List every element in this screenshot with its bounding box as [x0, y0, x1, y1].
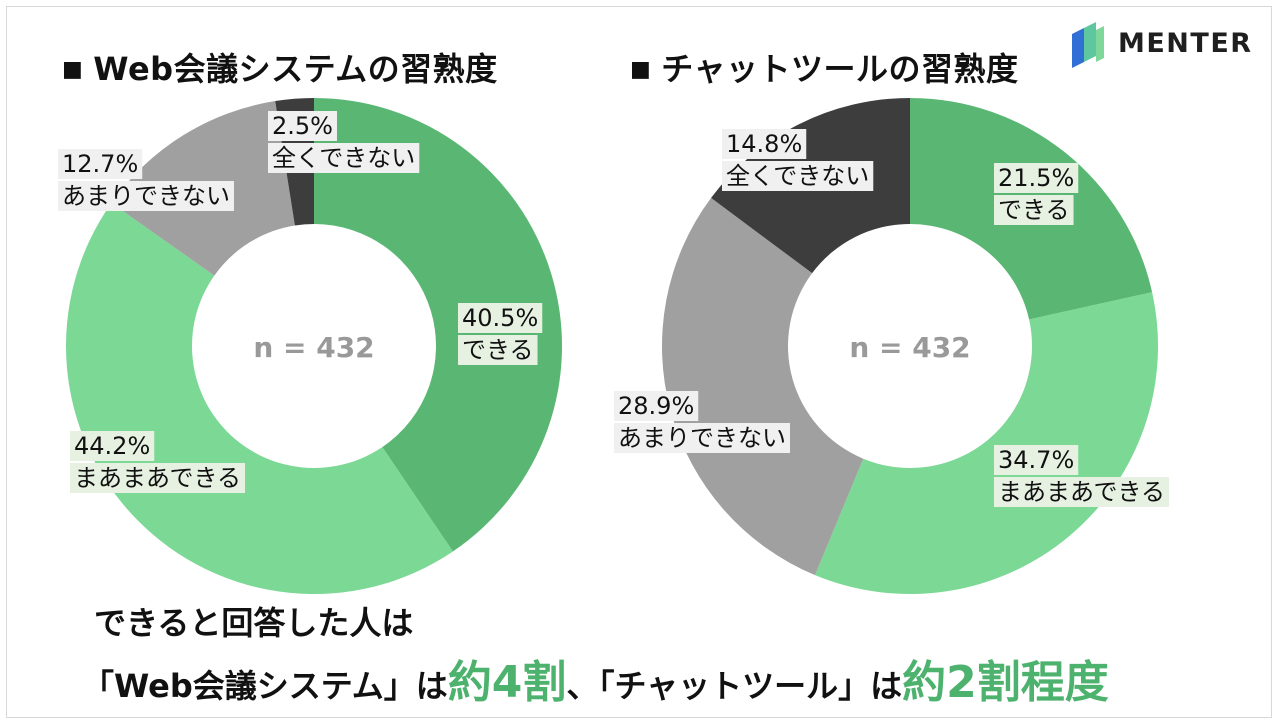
- slice-pct-1-0: 21.5%: [998, 164, 1074, 192]
- donut-chart-web-meeting: n = 432 40.5% できる 44.2% まあまあできる 12.7% あまりできない 2…: [58, 98, 562, 595]
- conclusion-part2: 、「チャットツール」は: [566, 667, 903, 705]
- chart-title-web-meeting: ■ Web会議システムの習熟度: [62, 44, 498, 90]
- conclusion-highlight-chat: 約2割程度: [902, 657, 1109, 708]
- slice-pct-0-1: 44.2%: [74, 432, 150, 460]
- slice-label-0-3: 2.5% 全くできない: [268, 111, 420, 173]
- slice-label-bg-0-3-0: [268, 111, 337, 141]
- menter-logo-text: MENTER: [1118, 28, 1253, 59]
- chart-title-web-meeting-text: Web会議システムの習熟度: [93, 50, 498, 88]
- slice-label-0-2: 12.7% あまりできない: [58, 149, 234, 211]
- slice-label-bg-0-2-1: [58, 181, 234, 211]
- slice-label-1-1: 34.7% まあまあできる: [994, 445, 1170, 507]
- donut-slice-1-1: [815, 292, 1159, 594]
- slice-label-bg-0-0-1: [458, 335, 538, 365]
- slice-label-0-1: 44.2% まあまあできる: [70, 431, 246, 493]
- slice-label-bg-1-3-0: [722, 129, 807, 159]
- slice-pct-1-2: 28.9%: [618, 392, 694, 420]
- slice-label-bg-1-2-0: [614, 391, 699, 421]
- slice-label-bg-0-1-1: [70, 463, 246, 493]
- slice-label-bg-1-0-1: [994, 195, 1074, 225]
- menter-logo-icon: [1072, 22, 1104, 68]
- slice-name-1-0: できる: [998, 196, 1070, 224]
- chart-title-chat-tool: ■ チャットツールの習熟度: [630, 44, 1018, 90]
- slice-name-1-2: あまりできない: [618, 424, 786, 452]
- conclusion-part1: 「Web会議システム」は: [82, 667, 448, 705]
- slice-label-bg-1-2-1: [614, 423, 790, 453]
- title-bullet: ■: [62, 57, 84, 82]
- slice-label-bg-1-3-1: [722, 161, 874, 191]
- chart-title-chat-tool-text: チャットツールの習熟度: [661, 50, 1019, 88]
- title-bullet: ■: [630, 57, 652, 82]
- donut-chart-chat-tool: n = 432 21.5% できる 34.7% まあまあできる 28.9% あまりできない 1…: [614, 98, 1170, 594]
- slice-name-1-3: 全くできない: [726, 162, 869, 190]
- donut-center-label-1: n = 432: [849, 331, 970, 364]
- donut-center-label-0: n = 432: [253, 331, 374, 364]
- conclusion-line2: 「Web会議システム」は約4割、「チャットツール」は約2割程度: [82, 646, 1109, 710]
- donut-slice-1-2: [661, 197, 864, 576]
- slice-name-1-1: まあまあできる: [998, 478, 1165, 506]
- donut-slice-0-1: [65, 202, 453, 595]
- slice-pct-0-3: 2.5%: [272, 112, 333, 140]
- slice-label-bg-1-1-0: [994, 445, 1079, 475]
- slice-name-0-1: まあまあできる: [74, 464, 241, 492]
- slice-label-bg-0-2-0: [58, 149, 143, 179]
- conclusion-line1: できると回答した人は: [94, 604, 414, 642]
- slice-label-1-3: 14.8% 全くできない: [722, 129, 874, 191]
- slice-label-bg-0-0-0: [458, 303, 543, 333]
- slice-name-0-3: 全くできない: [272, 144, 415, 172]
- conclusion-highlight-web: 約4割: [447, 657, 567, 708]
- slice-pct-1-3: 14.8%: [726, 130, 802, 158]
- slide-frame: [6, 6, 1272, 718]
- slice-pct-0-2: 12.7%: [62, 150, 138, 178]
- menter-logo: MENTER: [1070, 22, 1260, 72]
- slice-name-0-0: できる: [462, 336, 534, 364]
- slice-label-bg-0-3-1: [268, 143, 420, 173]
- slice-pct-0-0: 40.5%: [462, 304, 538, 332]
- slice-label-bg-1-0-0: [994, 163, 1079, 193]
- donut-slice-0-0: [314, 98, 562, 552]
- slice-label-bg-0-1-0: [70, 431, 155, 461]
- slice-label-1-0: 21.5% できる: [994, 163, 1079, 225]
- slice-label-0-0: 40.5% できる: [458, 303, 543, 365]
- slice-pct-1-1: 34.7%: [998, 446, 1074, 474]
- slice-name-0-2: あまりできない: [62, 182, 230, 210]
- slice-label-bg-1-1-1: [994, 477, 1170, 507]
- slice-label-1-2: 28.9% あまりできない: [614, 391, 790, 453]
